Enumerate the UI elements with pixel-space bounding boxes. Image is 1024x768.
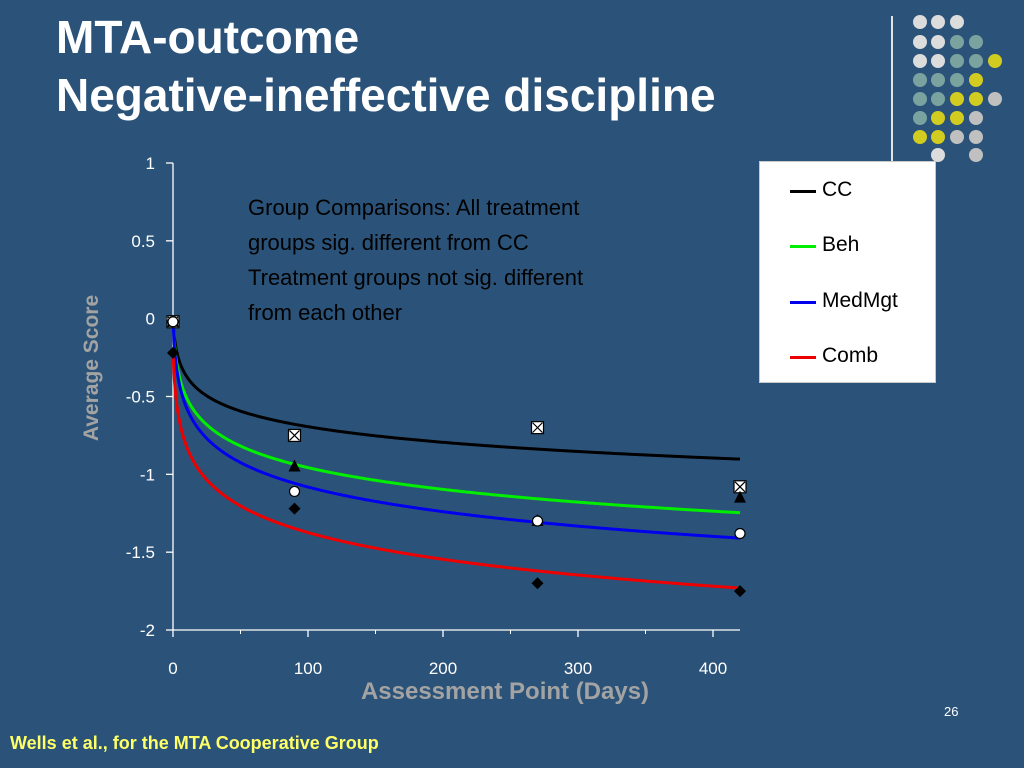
legend-label: CC [822, 178, 853, 201]
x-tick-label: 0 [168, 659, 177, 678]
decorative-dot [950, 35, 964, 49]
data-point-comb [531, 577, 544, 590]
y-tick-label: 0.5 [131, 232, 155, 251]
series-line-comb [171, 352, 741, 590]
y-tick-label: 0 [146, 310, 155, 329]
decorative-divider [891, 16, 893, 164]
decorative-dot [913, 92, 927, 106]
legend-swatch [790, 301, 816, 304]
decorative-dot [931, 54, 945, 68]
slide-title: MTA-outcome Negative-ineffective discipl… [56, 8, 716, 124]
series-line-beh [171, 321, 741, 515]
decorative-dot [969, 148, 983, 162]
decorative-dot [931, 73, 945, 87]
decorative-dot [969, 92, 983, 106]
data-point-medmgt [167, 316, 179, 328]
x-tick-label: 200 [429, 659, 457, 678]
legend-label: Comb [822, 344, 879, 367]
decorative-dot [931, 111, 945, 125]
citation-footer: Wells et al., for the MTA Cooperative Gr… [10, 733, 379, 753]
decorative-dot [931, 35, 945, 49]
legend-swatch [790, 190, 816, 193]
decorative-dot [913, 130, 927, 144]
legend-item-beh: Beh [790, 233, 930, 259]
slide-title-line1: MTA-outcome [56, 11, 360, 63]
decorative-dot [931, 130, 945, 144]
decorative-dot [969, 130, 983, 144]
x-axis-label: Assessment Point (Days) [360, 678, 650, 705]
data-point-comb [734, 585, 746, 598]
y-tick-label: -2 [140, 621, 155, 640]
decorative-dot [913, 73, 927, 87]
decorative-dot [931, 92, 945, 106]
legend-swatch [790, 245, 816, 248]
data-point-comb [288, 502, 301, 515]
data-point-cc [287, 428, 302, 443]
data-point-comb [167, 346, 179, 359]
y-tick-label: -1.5 [126, 543, 155, 562]
decorative-dot [950, 73, 964, 87]
x-tick-label: 300 [564, 659, 592, 678]
decorative-dot [969, 35, 983, 49]
y-axis-label: Average Score [80, 294, 103, 442]
data-point-beh [288, 459, 301, 472]
annotation-line: Treatment groups not sig. different [248, 265, 584, 290]
decorative-dot [950, 54, 964, 68]
data-point-medmgt [288, 485, 301, 498]
chart-series-lines [171, 321, 741, 590]
decorative-dot [969, 73, 983, 87]
x-tick-label: 400 [699, 659, 727, 678]
slide-title-line2: Negative-ineffective discipline [56, 69, 716, 121]
series-line-cc [171, 321, 741, 461]
legend-label: MedMgt [822, 289, 898, 312]
y-tick-label: 1 [146, 154, 155, 173]
legend-label: Beh [822, 233, 860, 256]
decorative-dot [969, 54, 983, 68]
data-point-beh [734, 490, 746, 503]
decorative-dot [913, 54, 927, 68]
annotation-line: groups sig. different from CC [248, 230, 529, 255]
group-comparisons-annotation: Group Comparisons: All treatment groups … [248, 190, 688, 330]
data-point-cc [530, 421, 545, 435]
decorative-dot [950, 111, 964, 125]
decorative-dot [969, 111, 983, 125]
x-tick-label: 100 [294, 659, 322, 678]
legend-item-comb: Comb [790, 344, 930, 370]
chart-tick-labels: 1 0.5 0 -0.5 -1 -1.5 -2 0 100 200 300 400 [126, 154, 727, 678]
data-point-medmgt [734, 527, 746, 540]
series-line-medmgt [171, 321, 741, 540]
decorative-dot-grid [913, 15, 1002, 162]
decorative-dot [950, 15, 964, 29]
chart-legend: CC Beh MedMgt Comb [759, 161, 936, 383]
legend-item-cc: CC [790, 178, 930, 204]
decorative-dot [913, 111, 927, 125]
chart-axes [166, 162, 740, 637]
annotation-line: from each other [248, 300, 403, 325]
decorative-dot [913, 15, 927, 29]
legend-item-medmgt: MedMgt [790, 289, 930, 315]
y-tick-label: -0.5 [126, 388, 155, 407]
slide-number: 26 [944, 704, 959, 719]
decorative-dot [988, 92, 1002, 106]
decorative-dot [950, 92, 964, 106]
annotation-line: Group Comparisons: All treatment [248, 195, 580, 220]
decorative-dot [913, 35, 927, 49]
data-point-medmgt [531, 515, 544, 527]
decorative-dot [988, 54, 1002, 68]
decorative-dot [931, 15, 945, 29]
decorative-dot [931, 148, 945, 162]
y-tick-label: -1 [140, 465, 155, 484]
decorative-dot [950, 130, 964, 144]
legend-swatch [790, 356, 816, 359]
chart-data-markers [166, 314, 747, 598]
